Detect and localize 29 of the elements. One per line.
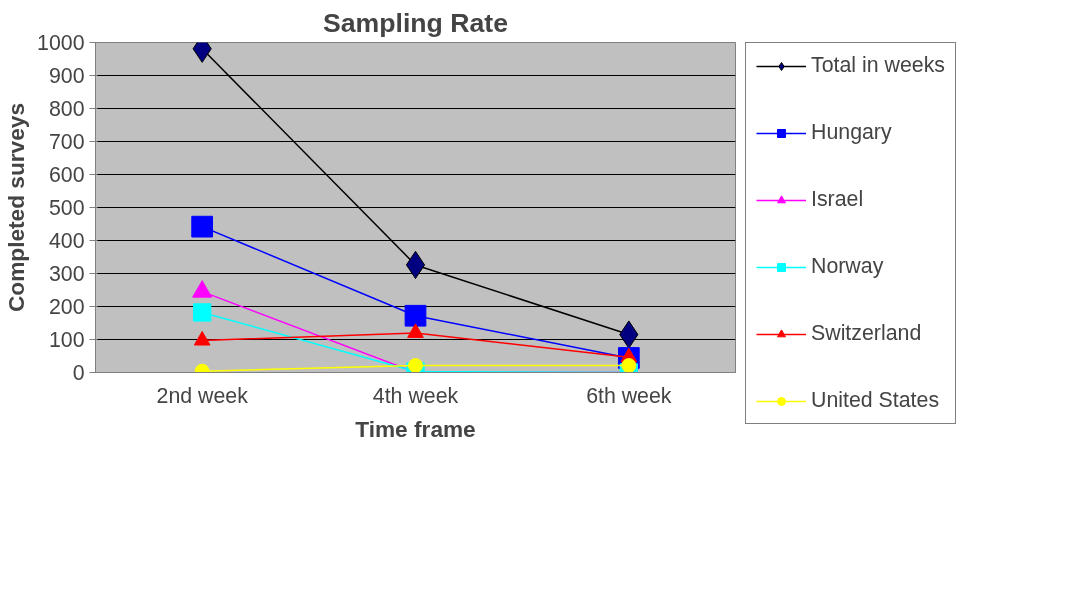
point <box>192 303 212 322</box>
x-tick-label: 6th week <box>586 383 672 408</box>
point <box>193 330 211 346</box>
y-tick-label: 1000 <box>37 31 85 55</box>
y-tick-label: 600 <box>48 163 85 187</box>
y-tick-label: 0 <box>72 361 85 385</box>
legend-label: Israel <box>811 187 864 212</box>
point <box>407 323 424 338</box>
legend-label: United States <box>811 388 940 413</box>
y-tick-label: 700 <box>48 130 85 154</box>
y-axis-title: Completed surveys <box>3 102 30 313</box>
y-tick-label: 800 <box>48 97 85 121</box>
y-tick-label: 400 <box>48 229 85 253</box>
x-axis-title: Time frame <box>355 415 476 442</box>
legend-label: Switzerland <box>811 321 922 346</box>
point <box>191 215 214 238</box>
legend-label: Norway <box>811 254 884 279</box>
y-tick-label: 200 <box>48 295 85 319</box>
y-tick-label: 300 <box>48 262 85 286</box>
point <box>405 250 426 280</box>
legend-label: Total in weeks <box>811 53 945 78</box>
chart-title: Sampling Rate <box>322 7 509 38</box>
x-tick-label: 2nd week <box>156 383 249 408</box>
y-tick-label: 100 <box>48 328 85 352</box>
point <box>404 304 427 327</box>
y-tick-label: 900 <box>48 64 85 88</box>
y-tick-label: 500 <box>48 196 85 220</box>
x-tick-label: 4th week <box>372 383 459 408</box>
legend-label: Hungary <box>811 120 892 145</box>
